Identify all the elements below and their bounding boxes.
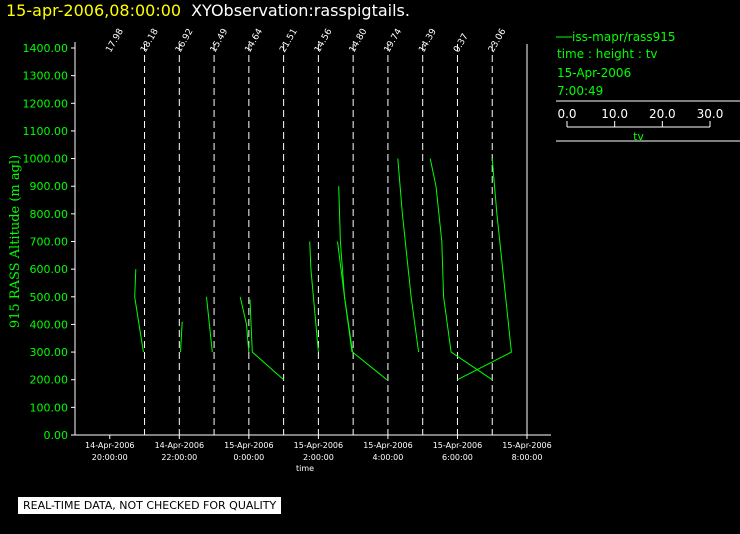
- x-tick-time: 6:00:00: [442, 453, 473, 462]
- title-date: 15-apr-2006,08:00:00: [6, 1, 182, 20]
- y-tick-label: 1200.00: [23, 97, 69, 110]
- scale-tick-label: 20.0: [649, 107, 676, 121]
- y-axis-label: 915 RASS Altitude (m agl): [8, 155, 23, 328]
- quality-note: REAL-TIME DATA, NOT CHECKED FOR QUALITY: [18, 497, 282, 514]
- y-tick-label: 900.00: [30, 180, 69, 193]
- x-tick-date: 15-Apr-2006: [363, 441, 412, 450]
- profile-label: 14.80: [348, 27, 370, 55]
- profile-label: 17.98: [104, 27, 126, 55]
- x-tick-date: 15-Apr-2006: [224, 441, 273, 450]
- legend-date: 15-Apr-2006: [557, 66, 631, 80]
- x-axis-label: time: [296, 464, 314, 473]
- profile-label: 14.64: [244, 27, 266, 55]
- y-tick-label: 300.00: [30, 346, 69, 359]
- y-tick-label: 1400.00: [23, 42, 69, 55]
- x-tick-time: 22:00:00: [161, 453, 197, 462]
- series-line: [206, 296, 213, 353]
- y-tick-label: 1100.00: [23, 125, 69, 138]
- series-line: [180, 321, 183, 353]
- profile-label: 0.37: [452, 32, 471, 54]
- x-tick-date: 15-Apr-2006: [502, 441, 551, 450]
- legend-axes-label: time : height : tv: [557, 47, 658, 61]
- profile-label: 18.18: [139, 27, 161, 55]
- series-line: [249, 299, 284, 381]
- y-tick-label: 200.00: [30, 374, 69, 387]
- series-line: [397, 158, 420, 353]
- series-line: [309, 241, 319, 353]
- x-tick-date: 14-Apr-2006: [85, 441, 134, 450]
- y-tick-label: 800.00: [30, 208, 69, 221]
- x-tick-time: 4:00:00: [373, 453, 404, 462]
- scale-tick-label: 10.0: [601, 107, 628, 121]
- x-tick-time: 0:00:00: [233, 453, 264, 462]
- title-text: XYObservation:rasspigtails.: [191, 1, 410, 20]
- profile-label: 15.49: [209, 27, 231, 55]
- profile-label: 19.74: [383, 27, 405, 55]
- x-tick-date: 14-Apr-2006: [155, 441, 204, 450]
- chart-title: 15-apr-2006,08:00:00 XYObservation:rasspi…: [6, 1, 410, 20]
- profile-label: 16.92: [174, 27, 196, 54]
- legend-time: 7:00:49: [557, 84, 603, 98]
- legend-series-label: iss-mapr/rass915: [572, 30, 676, 44]
- x-tick-time: 2:00:00: [303, 453, 334, 462]
- scale-tick-label: 0.0: [557, 107, 576, 121]
- profile-label: 21.51: [278, 27, 300, 54]
- y-tick-label: 500.00: [30, 291, 69, 304]
- x-tick-date: 15-Apr-2006: [433, 441, 482, 450]
- series-line: [429, 158, 493, 381]
- y-tick-label: 1000.00: [23, 153, 69, 166]
- y-tick-label: 100.00: [30, 401, 69, 414]
- scale-tick-label: 30.0: [697, 107, 724, 121]
- scale-label: tv: [633, 130, 644, 143]
- profile-label: 23.06: [487, 27, 509, 55]
- y-tick-label: 1300.00: [23, 70, 69, 83]
- series-line: [239, 296, 250, 353]
- y-tick-label: 600.00: [30, 263, 69, 276]
- x-tick-time: 20:00:00: [92, 453, 128, 462]
- y-tick-label: 400.00: [30, 318, 69, 331]
- y-tick-label: 700.00: [30, 236, 69, 249]
- series-line: [457, 158, 512, 381]
- y-tick-label: 0.00: [44, 429, 69, 442]
- series-line: [134, 269, 144, 353]
- series-line: [337, 241, 388, 381]
- x-tick-time: 8:00:00: [512, 453, 543, 462]
- profile-label: 14.39: [417, 27, 439, 55]
- profile-label: 14.56: [313, 27, 335, 55]
- x-tick-date: 15-Apr-2006: [294, 441, 343, 450]
